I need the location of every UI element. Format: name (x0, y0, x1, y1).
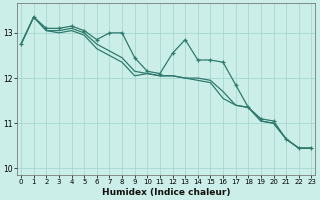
X-axis label: Humidex (Indice chaleur): Humidex (Indice chaleur) (102, 188, 230, 197)
